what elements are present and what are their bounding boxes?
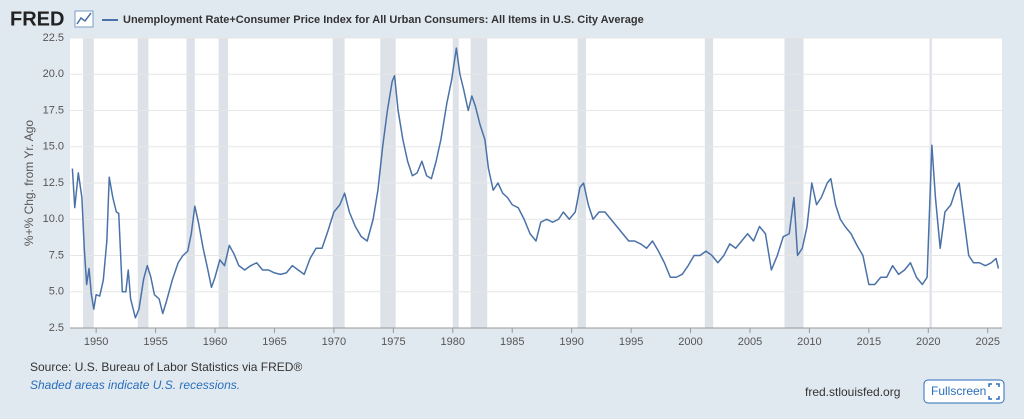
x-tick-label: 2000 bbox=[678, 336, 702, 348]
x-tick-label: 2005 bbox=[738, 336, 762, 348]
y-tick-label: 20.0 bbox=[43, 68, 64, 80]
logo: FRED bbox=[10, 8, 64, 30]
x-tick-label: 1965 bbox=[262, 336, 286, 348]
y-tick-label: 2.5 bbox=[49, 322, 64, 334]
fullscreen-button[interactable] bbox=[923, 379, 1005, 404]
x-tick-label: 1955 bbox=[143, 336, 167, 348]
legend-label: Unemployment Rate+Consumer Price Index f… bbox=[123, 14, 644, 26]
y-tick-label: 22.5 bbox=[43, 32, 64, 44]
fullscreen-icon[interactable] bbox=[988, 383, 1000, 400]
y-tick-label: 15.0 bbox=[43, 141, 64, 153]
y-axis-label: %+% Chg. from Yr. Ago bbox=[22, 120, 36, 247]
x-tick-label: 1975 bbox=[381, 336, 405, 348]
x-tick-label: 1970 bbox=[322, 336, 346, 348]
x-tick-label: 1960 bbox=[203, 336, 227, 348]
y-tick-label: 17.5 bbox=[43, 104, 64, 116]
x-tick-label: 1980 bbox=[441, 336, 465, 348]
y-tick-label: 5.0 bbox=[49, 286, 64, 298]
fullscreen-label[interactable]: Fullscreen bbox=[931, 384, 986, 398]
recession-note: Shaded areas indicate U.S. recessions. bbox=[30, 378, 240, 392]
x-tick-label: 1995 bbox=[619, 336, 643, 348]
x-tick-label: 1950 bbox=[84, 336, 108, 348]
x-tick-label: 1990 bbox=[559, 336, 583, 348]
logo-icon-line bbox=[76, 12, 92, 25]
y-tick-label: 10.0 bbox=[43, 213, 64, 225]
site-link[interactable]: fred.stlouisfed.org bbox=[805, 385, 900, 399]
y-tick-label: 12.5 bbox=[43, 177, 64, 189]
x-tick-label: 2025 bbox=[975, 336, 999, 348]
x-tick-label: 2015 bbox=[857, 336, 881, 348]
x-tick-label: 2020 bbox=[916, 336, 940, 348]
y-tick-label: 7.5 bbox=[49, 249, 64, 261]
source: Source: U.S. Bureau of Labor Statistics … bbox=[30, 360, 302, 374]
x-tick-label: 2010 bbox=[797, 336, 821, 348]
series-line bbox=[71, 47, 1000, 319]
logo-icon bbox=[74, 10, 94, 28]
x-tick-label: 1985 bbox=[500, 336, 524, 348]
